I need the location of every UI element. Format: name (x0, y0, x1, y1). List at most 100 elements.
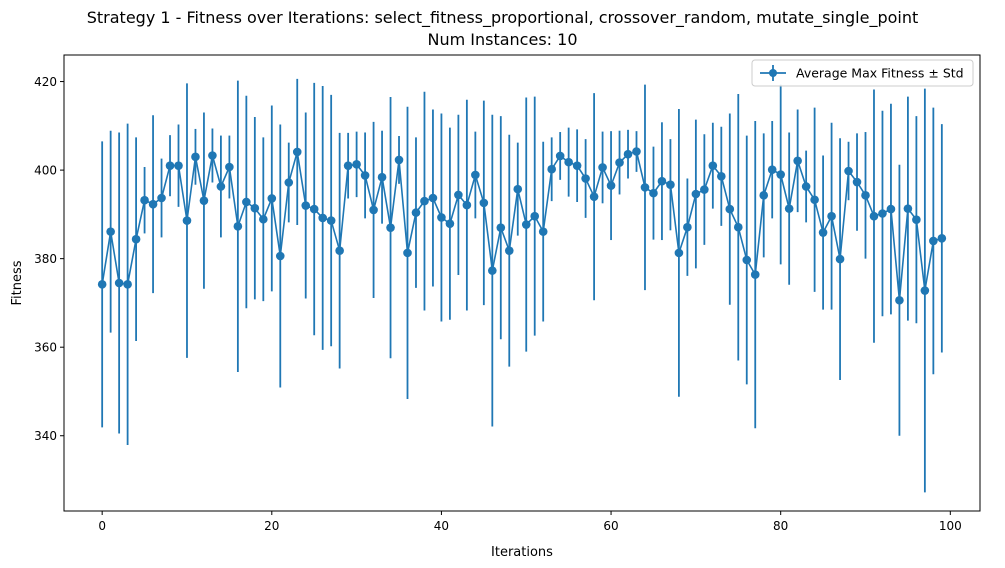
data-point (640, 183, 650, 192)
data-point (674, 248, 684, 258)
legend: Average Max Fitness ± Std (751, 59, 974, 87)
x-axis-label: Iterations (491, 545, 553, 560)
data-point (717, 172, 726, 181)
legend-box (751, 59, 974, 87)
data-point (360, 171, 370, 180)
data-point (504, 246, 514, 255)
data-point (530, 211, 540, 221)
y-tick-label: 420 (34, 75, 57, 89)
data-point (615, 158, 624, 167)
data-point (564, 157, 573, 167)
data-point (852, 177, 862, 187)
data-point (242, 197, 251, 207)
data-point (861, 191, 870, 200)
data-point (250, 203, 260, 213)
data-point (886, 204, 896, 214)
data-point (191, 152, 200, 162)
data-point (623, 149, 633, 159)
data-point (835, 254, 845, 264)
data-point (335, 246, 344, 255)
data-point (199, 196, 209, 205)
data-point (165, 161, 175, 170)
data-point (386, 223, 395, 232)
data-point (708, 161, 718, 170)
data-point (174, 161, 183, 170)
data-point (326, 216, 336, 225)
data-point (182, 216, 192, 225)
data-point (479, 198, 489, 208)
y-tick-label: 340 (34, 429, 57, 443)
data-point (784, 204, 794, 213)
data-point (403, 248, 412, 258)
data-point (292, 147, 302, 157)
error-bars (101, 78, 943, 493)
data-point (929, 236, 938, 246)
y-axis-label: Fitness (10, 260, 25, 305)
data-point (496, 223, 506, 232)
data-point (471, 170, 480, 180)
x-tick-label: 60 (603, 519, 618, 533)
data-point (547, 164, 556, 174)
data-point (776, 170, 785, 179)
data-point (394, 155, 404, 165)
data-points (97, 147, 947, 305)
data-point (521, 220, 531, 229)
data-point (106, 227, 115, 236)
data-point (454, 190, 463, 200)
data-point (572, 161, 582, 170)
data-point (733, 222, 743, 232)
data-point (343, 161, 353, 170)
data-point (759, 191, 769, 200)
data-point (895, 295, 904, 305)
data-point (598, 163, 607, 172)
data-point (581, 174, 590, 183)
data-point (216, 182, 226, 191)
data-point (869, 211, 879, 221)
x-tick-label: 20 (264, 519, 279, 533)
data-point (140, 195, 149, 205)
legend-label: Average Max Fitness ± Std (796, 66, 964, 81)
data-point (437, 213, 446, 222)
data-point (632, 147, 641, 156)
data-point (267, 194, 277, 203)
data-point (97, 280, 107, 289)
data-point (275, 251, 285, 261)
x-tick-label: 40 (434, 519, 449, 533)
chart-title: Strategy 1 - Fitness over Iterations: se… (86, 8, 919, 27)
x-tick-label: 0 (98, 519, 106, 533)
data-point (208, 151, 217, 160)
legend-marker-swatch (769, 69, 777, 77)
data-point (589, 192, 599, 201)
data-point (284, 178, 294, 187)
data-point (827, 211, 836, 221)
data-point (878, 209, 887, 218)
data-point (369, 205, 378, 215)
series-line-layer (101, 150, 943, 301)
data-point (657, 176, 667, 186)
data-point (555, 151, 565, 161)
data-point (844, 166, 853, 176)
plot-frame (63, 54, 981, 512)
data-point (683, 222, 692, 232)
data-point (420, 196, 429, 206)
data-point (411, 208, 421, 217)
y-tick-label: 400 (34, 164, 57, 178)
y-tick-label: 360 (34, 341, 57, 355)
data-point (649, 188, 658, 198)
data-point (114, 278, 124, 288)
data-point (725, 204, 735, 214)
data-point (301, 201, 311, 210)
data-point (225, 162, 234, 172)
data-point (691, 189, 701, 199)
data-point (700, 185, 709, 194)
data-point (920, 286, 930, 295)
data-point (750, 270, 760, 279)
data-point (157, 193, 166, 203)
data-point (377, 172, 387, 182)
data-point (131, 234, 141, 244)
data-point (462, 200, 472, 210)
data-point (513, 184, 523, 194)
data-point (903, 204, 913, 213)
data-point (538, 227, 548, 236)
